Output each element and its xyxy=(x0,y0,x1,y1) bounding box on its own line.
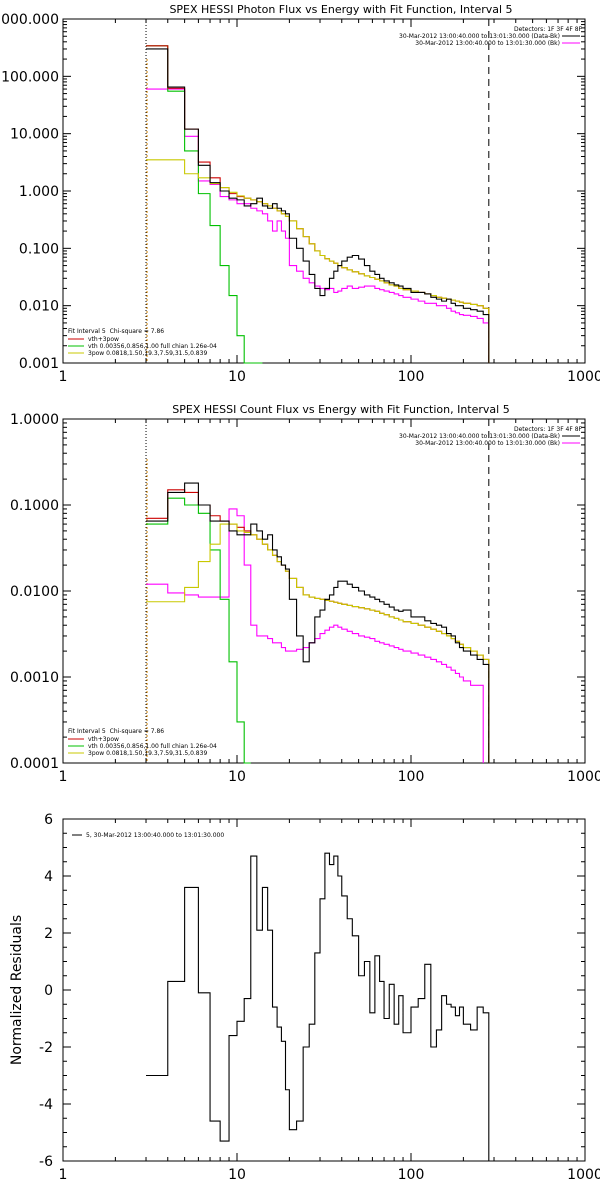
photon-data-legend: 30-Mar-2012 13:00:40.000 to 13:01:30.000… xyxy=(399,33,560,40)
count-detectors-label: Detectors: 1F 3F 4F 8F xyxy=(514,426,583,433)
count-x-tick-label: 10 xyxy=(228,769,246,785)
photon-series-pow xyxy=(146,159,490,363)
photon-flux-panel: SPEX HESSI Photon Flux vs Energy with Fi… xyxy=(0,3,600,385)
photon-y-tick-label: 1000.000 xyxy=(0,12,59,28)
photon-series-bk xyxy=(146,88,490,363)
photon-series-data xyxy=(146,48,490,363)
photon-y-tick-label: 1.000 xyxy=(19,184,59,200)
residuals-series-layer xyxy=(146,852,490,1161)
residuals-y-tick-label: 4 xyxy=(44,869,53,885)
photon-fit-pow-label: 3pow 0.0818,1.50,19.3,7.59,31.5,0.839 xyxy=(88,350,207,357)
residuals-y-axis-label: Normalized Residuals xyxy=(9,915,25,1065)
residuals-y-tick-label: -2 xyxy=(39,1040,53,1056)
count-fit-interval: Fit Interval 5 Chi-square = 7.86 xyxy=(68,728,164,735)
photon-series-sum xyxy=(146,45,490,363)
photon-x-tick-label: 1000 xyxy=(567,369,600,385)
residuals-y-tick-label: 0 xyxy=(44,983,53,999)
photon-y-tick-label: 10.000 xyxy=(10,127,59,143)
count-fit-sum-label: vth+3pow xyxy=(88,736,119,743)
photon-y-axis: 1000.000 100.000 10.000 1.000 0.100 0.010 0.00… xyxy=(0,12,585,372)
photon-x-axis: 1 10 100 1000 xyxy=(59,19,600,385)
count-x-axis: 1 10 100 1000 xyxy=(59,419,600,785)
count-series-bk xyxy=(146,508,484,763)
count-y-tick-label: 1.0000 xyxy=(10,412,59,428)
photon-y-tick-label: 0.001 xyxy=(19,356,59,372)
photon-series-vth xyxy=(146,45,263,364)
count-panel-title: SPEX HESSI Count Flux vs Energy with Fit… xyxy=(172,403,509,416)
residuals-y-axis: 6 4 2 0 -2 -4 -6 xyxy=(39,812,585,1170)
residuals-x-tick-label: 1 xyxy=(59,1167,68,1183)
residuals-x-axis: 1 10 100 1000 xyxy=(59,819,600,1183)
residuals-y-tick-label: -6 xyxy=(39,1154,53,1170)
residuals-y-tick-label: -4 xyxy=(39,1097,53,1113)
count-y-tick-label: 0.0001 xyxy=(10,756,59,772)
count-plot-frame xyxy=(62,418,586,764)
photon-detectors-label: Detectors: 1F 3F 4F 8F xyxy=(514,26,583,33)
count-y-axis: 1.0000 0.1000 0.0100 0.0010 0.0001 xyxy=(10,412,585,772)
photon-panel-title: SPEX HESSI Photon Flux vs Energy with Fi… xyxy=(169,3,512,16)
photon-y-tick-label: 0.100 xyxy=(19,241,59,257)
photon-fit-interval: Fit Interval 5 Chi-square = 7.86 xyxy=(68,328,164,335)
photon-x-tick-label: 10 xyxy=(228,369,246,385)
count-y-tick-label: 0.0010 xyxy=(10,670,59,686)
residuals-y-tick-label: 2 xyxy=(44,926,53,942)
count-x-tick-label: 100 xyxy=(398,769,425,785)
residuals-x-tick-label: 100 xyxy=(398,1167,425,1183)
count-series-sum xyxy=(146,489,490,763)
photon-bk-legend: 30-Mar-2012 13:00:40.000 to 13:01:30.000… xyxy=(415,40,560,47)
count-bk-legend: 30-Mar-2012 13:00:40.000 to 13:01:30.000… xyxy=(415,440,560,447)
count-y-tick-label: 0.1000 xyxy=(10,498,59,514)
count-x-tick-label: 1000 xyxy=(567,769,600,785)
residuals-y-tick-label: 6 xyxy=(44,812,53,828)
photon-y-tick-label: 0.010 xyxy=(19,299,59,315)
photon-fit-vth-label: vth 0.00356,0.856,1.00 full chian 1.26e-… xyxy=(88,343,217,350)
count-x-tick-label: 1 xyxy=(59,769,68,785)
count-fit-pow-label: 3pow 0.0818,1.50,19.3,7.59,31.5,0.839 xyxy=(88,750,207,757)
residuals-legend: 5, 30-Mar-2012 13:00:40.000 to 13:01:30.… xyxy=(86,832,224,839)
count-series-data xyxy=(146,482,490,763)
residuals-series-data xyxy=(146,852,490,1161)
photon-plot-frame xyxy=(62,18,586,364)
count-fit-vth-label: vth 0.00356,0.856,1.00 full chian 1.26e-… xyxy=(88,743,217,750)
residuals-plot-frame xyxy=(62,818,586,1162)
count-series-vth xyxy=(146,497,251,764)
residuals-x-tick-label: 1000 xyxy=(567,1167,600,1183)
count-flux-panel: SPEX HESSI Count Flux vs Energy with Fit… xyxy=(10,403,600,785)
count-data-legend: 30-Mar-2012 13:00:40.000 to 13:01:30.000… xyxy=(399,433,560,440)
photon-x-tick-label: 1 xyxy=(59,369,68,385)
count-series-layer xyxy=(145,419,490,764)
photon-series-layer xyxy=(145,19,490,364)
residuals-x-tick-label: 10 xyxy=(228,1167,246,1183)
count-series-pow xyxy=(146,523,490,763)
photon-fit-sum-label: vth+3pow xyxy=(88,336,119,343)
residuals-panel: 1 10 100 1000 6 4 2 0 -2 -4 -6 Normalized Residua… xyxy=(9,812,600,1183)
photon-y-tick-label: 100.000 xyxy=(1,69,59,85)
count-y-tick-label: 0.0100 xyxy=(10,584,59,600)
photon-x-tick-label: 100 xyxy=(398,369,425,385)
